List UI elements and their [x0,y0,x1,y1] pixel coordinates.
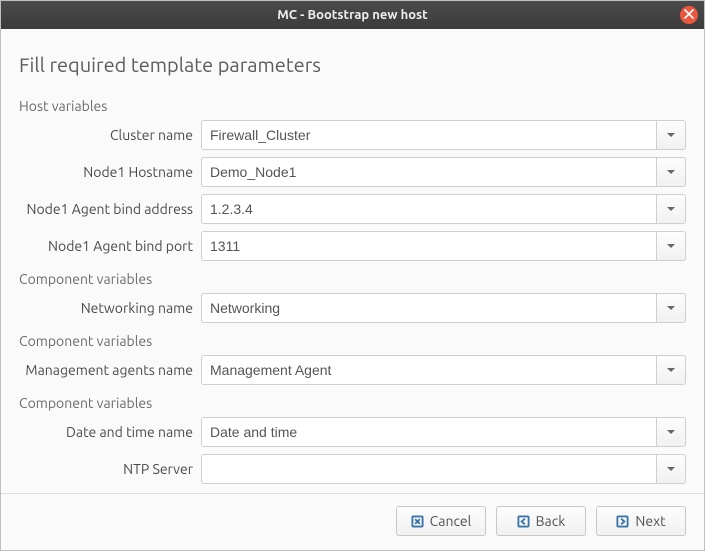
label-node1-bind-port: Node1 Agent bind port [19,238,201,254]
combo-management-agents-name [201,355,686,385]
label-node1-hostname: Node1 Hostname [19,164,201,180]
label-date-time-name: Date and time name [19,424,201,440]
cancel-icon [411,515,424,528]
chevron-down-icon [666,300,676,316]
row-date-time-name: Date and time name [19,417,686,447]
combo-node1-bind-addr [201,194,686,224]
titlebar: MC - Bootstrap new host [1,1,704,29]
page-title: Fill required template parameters [19,53,686,76]
combo-networking-name [201,293,686,323]
section-label-component-variables-1: Component variables [19,271,686,287]
close-button[interactable] [680,6,698,24]
row-ntp-server: NTP Server [19,454,686,484]
dropdown-ntp-server[interactable] [656,454,686,484]
combo-cluster-name [201,120,686,150]
back-label: Back [536,513,566,529]
next-button[interactable]: Next [596,506,686,536]
input-cluster-name[interactable] [201,120,656,150]
label-ntp-server: NTP Server [19,461,201,477]
section-label-host-variables: Host variables [19,98,686,114]
section-label-component-variables-2: Component variables [19,333,686,349]
window: MC - Bootstrap new host Fill required te… [0,0,705,551]
row-node1-bind-port: Node1 Agent bind port [19,231,686,261]
input-management-agents-name[interactable] [201,355,656,385]
chevron-down-icon [666,127,676,143]
input-node1-bind-addr[interactable] [201,194,656,224]
label-node1-bind-addr: Node1 Agent bind address [19,201,201,217]
row-cluster-name: Cluster name [19,120,686,150]
chevron-down-icon [666,362,676,378]
row-node1-bind-addr: Node1 Agent bind address [19,194,686,224]
combo-node1-bind-port [201,231,686,261]
chevron-down-icon [666,424,676,440]
row-networking-name: Networking name [19,293,686,323]
label-cluster-name: Cluster name [19,127,201,143]
back-icon [517,515,530,528]
content-area: Fill required template parameters Host v… [1,29,704,493]
cancel-label: Cancel [430,513,472,529]
next-icon [616,515,629,528]
label-management-agents-name: Management agents name [19,362,201,378]
dropdown-cluster-name[interactable] [656,120,686,150]
chevron-down-icon [666,461,676,477]
chevron-down-icon [666,201,676,217]
dropdown-node1-bind-addr[interactable] [656,194,686,224]
dropdown-node1-bind-port[interactable] [656,231,686,261]
combo-node1-hostname [201,157,686,187]
footer: Cancel Back Next [1,493,704,550]
input-ntp-server[interactable] [201,454,656,484]
chevron-down-icon [666,238,676,254]
window-title: MC - Bootstrap new host [277,8,428,22]
row-management-agents-name: Management agents name [19,355,686,385]
input-node1-hostname[interactable] [201,157,656,187]
next-label: Next [635,513,665,529]
dropdown-node1-hostname[interactable] [656,157,686,187]
dropdown-management-agents-name[interactable] [656,355,686,385]
dropdown-networking-name[interactable] [656,293,686,323]
back-button[interactable]: Back [496,506,586,536]
combo-ntp-server [201,454,686,484]
label-networking-name: Networking name [19,300,201,316]
close-icon [684,8,694,22]
input-networking-name[interactable] [201,293,656,323]
section-label-component-variables-3: Component variables [19,395,686,411]
input-date-time-name[interactable] [201,417,656,447]
cancel-button[interactable]: Cancel [396,506,486,536]
combo-date-time-name [201,417,686,447]
chevron-down-icon [666,164,676,180]
input-node1-bind-port[interactable] [201,231,656,261]
dropdown-date-time-name[interactable] [656,417,686,447]
row-node1-hostname: Node1 Hostname [19,157,686,187]
